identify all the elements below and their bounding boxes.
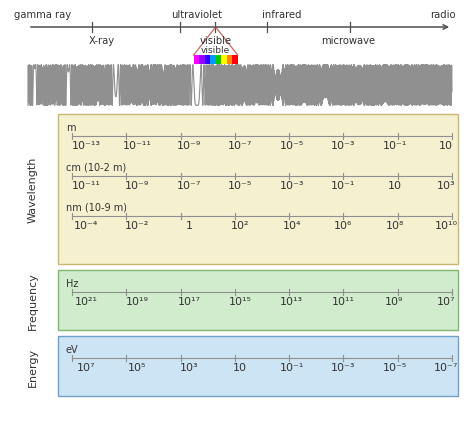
Text: 10: 10 — [233, 362, 247, 372]
Text: 10⁻⁷: 10⁻⁷ — [177, 181, 201, 190]
Bar — [194, 56, 199, 65]
Text: microwave: microwave — [321, 36, 375, 46]
Bar — [199, 56, 205, 65]
Text: Hz: Hz — [66, 278, 78, 289]
Text: 10⁻⁵: 10⁻⁵ — [280, 141, 304, 150]
Text: 10⁻⁷: 10⁻⁷ — [228, 141, 253, 150]
Text: 1: 1 — [185, 221, 192, 230]
Text: Frequency: Frequency — [28, 271, 38, 329]
Text: infrared: infrared — [262, 10, 302, 20]
Text: ultraviolet: ultraviolet — [171, 10, 222, 20]
Text: 10⁶: 10⁶ — [334, 221, 352, 230]
Text: 10⁸: 10⁸ — [385, 221, 404, 230]
Text: radio: radio — [430, 10, 456, 20]
Text: X-ray: X-ray — [89, 36, 115, 46]
Text: 10⁻¹: 10⁻¹ — [331, 181, 356, 190]
Text: 10⁻¹: 10⁻¹ — [383, 141, 407, 150]
Text: 10⁷: 10⁷ — [77, 362, 95, 372]
Bar — [205, 56, 210, 65]
Text: cm (10-2 m): cm (10-2 m) — [66, 163, 126, 172]
Text: 10¹⁷: 10¹⁷ — [177, 296, 201, 306]
Text: 10¹³: 10¹³ — [280, 296, 303, 306]
Text: eV: eV — [66, 344, 79, 354]
Text: 10¹⁹: 10¹⁹ — [126, 296, 149, 306]
Text: 10⁻²: 10⁻² — [125, 221, 150, 230]
Text: 10⁻³: 10⁻³ — [280, 181, 304, 190]
Text: 10⁴: 10⁴ — [283, 221, 301, 230]
Text: 10⁻¹¹: 10⁻¹¹ — [123, 141, 152, 150]
Text: visible: visible — [201, 46, 230, 55]
Text: 10⁻¹¹: 10⁻¹¹ — [72, 181, 100, 190]
Text: Energy: Energy — [28, 347, 38, 386]
Text: 10⁻³: 10⁻³ — [331, 362, 356, 372]
Text: 10⁷: 10⁷ — [437, 296, 455, 306]
Text: 10: 10 — [439, 141, 453, 150]
Bar — [58, 270, 458, 330]
Bar — [227, 56, 232, 65]
Text: 10⁻¹: 10⁻¹ — [280, 362, 304, 372]
Text: 10⁵: 10⁵ — [128, 362, 146, 372]
Text: 10¹¹: 10¹¹ — [332, 296, 355, 306]
Text: 10⁻¹³: 10⁻¹³ — [72, 141, 100, 150]
Bar — [58, 115, 458, 264]
Text: 10⁻⁹: 10⁻⁹ — [125, 181, 150, 190]
Text: nm (10-9 m): nm (10-9 m) — [66, 203, 127, 212]
Text: 10⁻⁷: 10⁻⁷ — [434, 362, 458, 372]
Text: Wavelength: Wavelength — [28, 157, 38, 223]
Text: 10¹⁵: 10¹⁵ — [229, 296, 252, 306]
Text: 10⁹: 10⁹ — [385, 296, 404, 306]
Text: 10³: 10³ — [180, 362, 198, 372]
Bar — [216, 56, 221, 65]
Text: 10⁻⁵: 10⁻⁵ — [383, 362, 407, 372]
Text: m: m — [66, 123, 75, 133]
Bar — [232, 56, 237, 65]
Text: 10²¹: 10²¹ — [74, 296, 98, 306]
Text: 10: 10 — [388, 181, 401, 190]
Text: gamma ray: gamma ray — [14, 10, 71, 20]
Text: 10⁻⁴: 10⁻⁴ — [74, 221, 98, 230]
Text: 10¹⁰: 10¹⁰ — [435, 221, 457, 230]
Text: 10⁻⁵: 10⁻⁵ — [228, 181, 253, 190]
Bar — [210, 56, 216, 65]
Text: 10³: 10³ — [437, 181, 456, 190]
Text: visible: visible — [200, 36, 232, 46]
Text: 10⁻⁹: 10⁻⁹ — [177, 141, 201, 150]
Text: 10⁻³: 10⁻³ — [331, 141, 356, 150]
Bar — [221, 56, 227, 65]
Text: 10²: 10² — [231, 221, 249, 230]
Bar — [58, 336, 458, 396]
